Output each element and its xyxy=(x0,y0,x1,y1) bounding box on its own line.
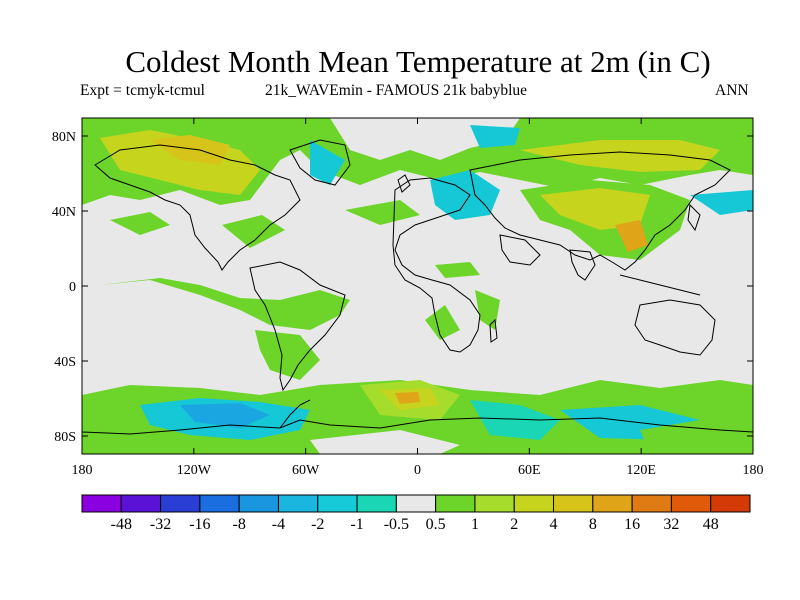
colorbar-swatch xyxy=(592,494,633,513)
region-asia-yellow xyxy=(540,188,650,230)
period-label: ANN xyxy=(715,82,749,99)
colorbar-label: -4 xyxy=(272,516,285,533)
coast-greenland xyxy=(289,139,351,186)
lon-tick-label: 180 xyxy=(743,463,764,478)
coast-india xyxy=(569,249,596,281)
region-antarctic-green-east xyxy=(640,420,753,454)
comparison-label: 21k_WAVEmin - FAMOUS 21k babyblue xyxy=(265,82,528,99)
region-arabia-green xyxy=(590,230,620,255)
colorbar-swatch xyxy=(317,494,358,513)
coast-arabia xyxy=(499,234,541,266)
colorbar-swatch xyxy=(435,494,476,513)
lat-tick-label: 0 xyxy=(69,280,76,295)
colorbar-label: 0.5 xyxy=(426,516,446,533)
map-title: Coldest Month Mean Temperature at 2m (in… xyxy=(125,44,711,79)
coast-south-america xyxy=(249,261,346,392)
colorbar-swatch xyxy=(553,494,594,513)
region-na-coast-green xyxy=(222,215,285,248)
lat-tick-label: 80S xyxy=(54,430,76,445)
lat-tick-label: 40N xyxy=(52,205,76,220)
region-greenland-yellow xyxy=(150,135,230,165)
colorbar-swatch xyxy=(474,494,515,513)
colorbar-swatch xyxy=(356,494,397,513)
lon-tick-label: 180 xyxy=(72,463,93,478)
colorbar-label: 4 xyxy=(550,516,558,533)
colorbar-label: -16 xyxy=(189,516,210,533)
lat-tick-label: 40S xyxy=(54,355,76,370)
coast-madagascar xyxy=(489,318,498,343)
colorbar-label: 16 xyxy=(624,516,640,533)
experiment-label: Expt = tcmyk-tcmul xyxy=(80,82,205,99)
coast-antarctic-peninsula xyxy=(279,399,311,429)
coast-japan xyxy=(687,203,701,232)
region-antarctic-blue xyxy=(180,403,270,428)
lon-tick-label: 0 xyxy=(414,463,421,478)
colorbar-swatch xyxy=(710,494,751,513)
colorbar-label: -2 xyxy=(311,516,324,533)
colorbar-label: 2 xyxy=(510,516,518,533)
longitude-axis: 180 120W 60W 0 60E 120E 180 xyxy=(72,118,764,478)
region-north-cyan xyxy=(310,140,345,185)
colorbar-label: -32 xyxy=(150,516,171,533)
colorbar-label: -48 xyxy=(111,516,132,533)
coast-asia xyxy=(469,151,731,271)
region-atlantic-green xyxy=(345,200,420,225)
region-tropics-green xyxy=(100,278,350,330)
colorbar-label: -0.5 xyxy=(384,516,409,533)
colorbar-label: -1 xyxy=(350,516,363,533)
lon-tick-label: 120E xyxy=(626,463,656,478)
region-east-asia-orange xyxy=(615,220,648,252)
colorbar-label: -8 xyxy=(233,516,246,533)
region-sahara-green xyxy=(435,262,480,278)
lon-tick-label: 120W xyxy=(177,463,212,478)
coast-north-america xyxy=(94,144,301,271)
coast-australia xyxy=(634,299,716,356)
coast-se-asia xyxy=(619,274,701,296)
colorbar-swatch xyxy=(513,494,555,513)
region-africa-east-green xyxy=(475,290,500,330)
coastlines xyxy=(82,139,753,435)
region-arctic-green xyxy=(82,118,753,205)
region-arctic-cyan xyxy=(470,125,520,148)
colorbar-swatch xyxy=(670,494,712,513)
colorbar-label: 1 xyxy=(471,516,479,533)
colorbar-swatch xyxy=(120,494,162,513)
coast-uk xyxy=(397,174,411,193)
anomaly-field xyxy=(82,118,753,454)
colorbar-swatch xyxy=(238,494,279,513)
colorbar-swatch xyxy=(631,494,672,513)
colorbar-swatch xyxy=(277,494,319,513)
colorbar-label: 48 xyxy=(703,516,719,533)
region-south-america-green xyxy=(255,330,320,380)
coast-antarctica xyxy=(82,417,753,435)
region-antarctic-teal xyxy=(470,400,560,440)
colorbar-swatch xyxy=(81,494,122,513)
region-pacific-cyan xyxy=(690,190,753,215)
region-southern-ocean-orange xyxy=(395,392,420,404)
colorbar-swatch xyxy=(395,494,437,513)
region-south-neutral xyxy=(310,430,460,454)
region-pacific-green xyxy=(110,212,170,235)
colorbar-label: 8 xyxy=(589,516,597,533)
colorbar-swatch xyxy=(160,494,201,513)
colorbar: -48 -32 -16 -8 -4 -2 -1 -0.5 0.5 1 2 4 8 16 32 48 xyxy=(81,494,751,533)
coast-europe-africa xyxy=(392,177,481,353)
region-africa-green xyxy=(425,305,460,340)
latitude-axis: 80N 40N 0 40S 80S xyxy=(52,130,753,445)
lat-tick-label: 80N xyxy=(52,130,76,145)
lon-tick-label: 60E xyxy=(518,463,541,478)
colorbar-swatch xyxy=(199,494,240,513)
region-siberia-yellow xyxy=(520,140,720,172)
colorbar-label: 32 xyxy=(663,516,679,533)
lon-tick-label: 60W xyxy=(292,463,320,478)
